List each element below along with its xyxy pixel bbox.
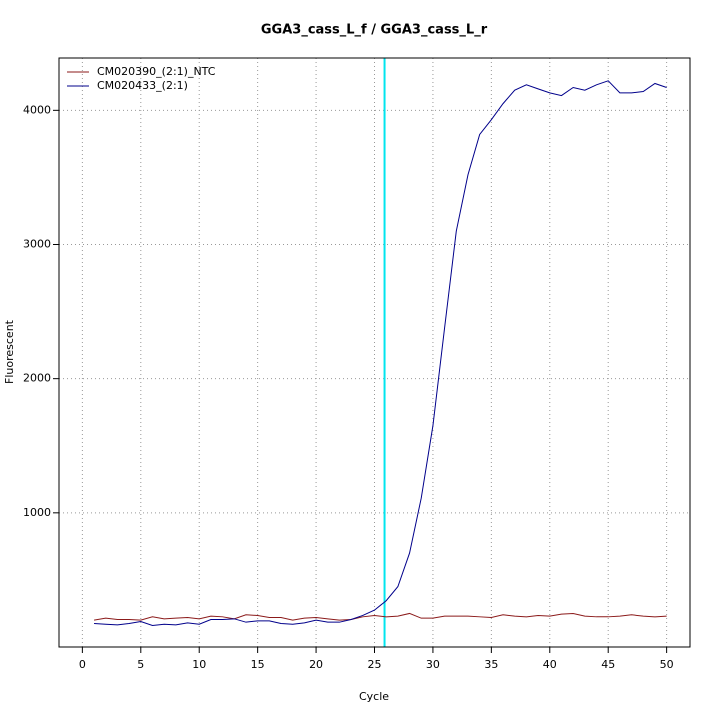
legend-label: CM020390_(2:1)_NTC <box>97 65 216 78</box>
x-axis-label: Cycle <box>359 690 389 703</box>
x-tick-label: 5 <box>137 658 144 671</box>
x-tick-label: 20 <box>309 658 323 671</box>
x-tick-label: 25 <box>368 658 382 671</box>
x-tick-label: 10 <box>192 658 206 671</box>
x-tick-label: 35 <box>484 658 498 671</box>
series-line <box>93 612 667 621</box>
legend-label: CM020433_(2:1) <box>97 79 188 92</box>
y-tick-label: 4000 <box>23 103 51 116</box>
x-tick-label: 45 <box>601 658 615 671</box>
x-tick-label: 0 <box>79 658 86 671</box>
plot-frame <box>58 57 691 648</box>
y-tick-label: 2000 <box>23 372 51 385</box>
x-tick-label: 40 <box>543 658 557 671</box>
x-tick-label: 30 <box>426 658 440 671</box>
y-axis-label: Fluorescent <box>3 319 16 384</box>
x-tick-label: 50 <box>660 658 674 671</box>
y-tick-label: 3000 <box>23 237 51 250</box>
series-line <box>94 80 667 627</box>
chart-title: GGA3_cass_L_f / GGA3_cass_L_r <box>261 23 488 38</box>
x-tick-label: 15 <box>251 658 265 671</box>
y-tick-label: 1000 <box>23 506 51 519</box>
